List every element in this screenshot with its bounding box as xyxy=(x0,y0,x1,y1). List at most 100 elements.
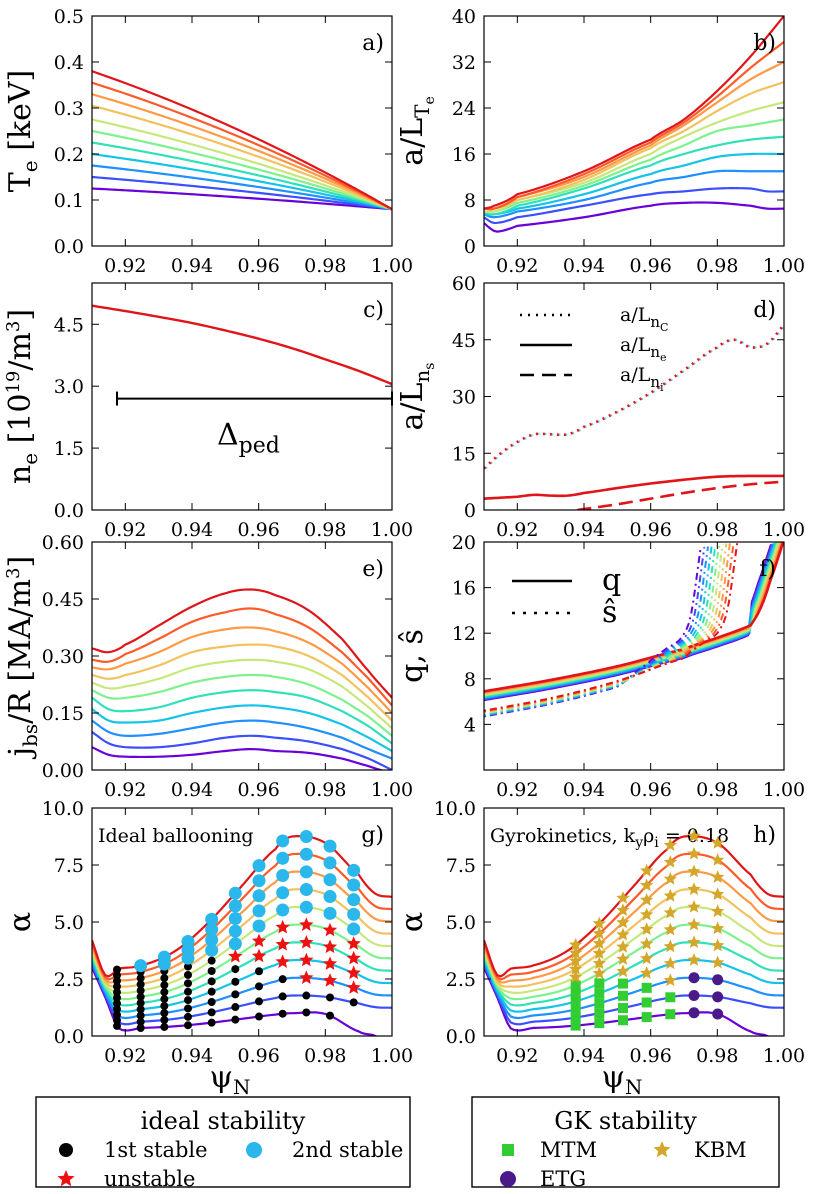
y-tick-label: 0.15 xyxy=(42,703,84,725)
legend-label: KBM xyxy=(694,1138,747,1162)
legend-frame xyxy=(471,1096,780,1188)
marker-1st-stable xyxy=(207,956,216,965)
marker-kbm xyxy=(663,905,677,919)
panel-label: b) xyxy=(753,31,776,56)
marker-2nd-stable xyxy=(228,899,242,913)
alpha-line-7 xyxy=(484,905,784,994)
marker-1st-stable xyxy=(184,962,192,971)
y-axis-label-rest: [10 xyxy=(3,394,38,453)
marker-2nd-stable xyxy=(276,868,290,882)
marker-kbm xyxy=(616,939,630,953)
legend-box-g: ideal stability 1st stable 2nd stable unsta… xyxy=(35,1096,411,1191)
x-tick-label: 0.98 xyxy=(304,255,346,277)
y-axis-label-sup2: 3 xyxy=(3,321,24,332)
plot-area-e xyxy=(92,588,392,770)
y-axis-label-sub2: e xyxy=(422,96,438,104)
legend-text: a/L xyxy=(620,304,651,326)
marker-1st-stable xyxy=(231,1015,240,1024)
shat-line-11 xyxy=(484,542,739,712)
marker-unstable xyxy=(251,948,267,963)
marker-kbm xyxy=(616,927,630,941)
marker-2nd-stable xyxy=(228,886,242,900)
marker-unstable xyxy=(228,948,243,963)
marker-1st-stable xyxy=(231,1003,240,1012)
marker-1st-stable xyxy=(136,980,145,989)
y-tick-label: 0.2 xyxy=(54,144,84,166)
marker-kbm xyxy=(616,952,630,965)
x-tick-label: 0.96 xyxy=(238,519,280,541)
marker-kbm xyxy=(687,829,701,842)
alpha-line-10 xyxy=(484,852,784,981)
marker-mtm xyxy=(641,982,652,993)
marker-mtm xyxy=(665,992,676,1003)
x-tick-label: 0.94 xyxy=(563,519,605,541)
x-tick-label: 0.94 xyxy=(563,255,605,277)
panel-h: 0.92 0.94 0.96 0.98 1.00 0.0 2.5 5.0 7.5 10.0 h) α G… xyxy=(395,798,805,1067)
marker-mtm xyxy=(570,1012,581,1023)
marker-1st-stable xyxy=(184,1012,192,1021)
marker-etg xyxy=(688,989,700,1001)
marker-kbm xyxy=(640,922,654,935)
alpha-line-8 xyxy=(484,888,784,988)
series-line-5 xyxy=(92,141,392,211)
marker-unstable xyxy=(322,973,338,987)
x-tick-label: 1.00 xyxy=(371,255,413,277)
marker-1st-stable xyxy=(207,966,216,975)
marker-2nd-stable xyxy=(252,904,266,918)
y-tick-label: 4.5 xyxy=(54,314,84,336)
x-tick-label: 0.96 xyxy=(630,255,672,277)
marker-unstable xyxy=(346,980,361,994)
plot-area-c xyxy=(92,304,392,386)
marker-1st-stable xyxy=(113,971,121,980)
marker-unstable xyxy=(299,970,314,984)
marker-kbm xyxy=(640,907,654,921)
x-tick-label: 1.00 xyxy=(763,1045,805,1067)
y-tick-label: 24 xyxy=(452,98,476,120)
marker-kbm xyxy=(663,939,677,953)
marker-2nd-stable xyxy=(228,937,242,951)
x-tick-label: 1.00 xyxy=(763,779,805,801)
marker-kbm xyxy=(663,973,677,987)
y-axis-label-main: T xyxy=(3,172,38,192)
marker-1st-stable xyxy=(136,1005,145,1014)
marker-kbm xyxy=(592,956,606,970)
legend-entry-label: a/LnC xyxy=(620,304,668,334)
marker-2nd-stable xyxy=(299,847,313,861)
alpha-line-6 xyxy=(484,923,784,1001)
series-line-a/L_ne xyxy=(484,474,784,500)
series-line-4 xyxy=(92,704,392,752)
x-tick-label: 0.96 xyxy=(630,779,672,801)
series-line-2 xyxy=(92,731,392,770)
marker-1st-stable xyxy=(255,982,263,991)
marker-2nd-stable xyxy=(299,883,313,897)
marker-1st-stable xyxy=(136,1011,145,1020)
marker-etg xyxy=(712,974,724,986)
x-tick-label: 0.98 xyxy=(696,255,738,277)
marker-1st-stable xyxy=(184,987,192,996)
x-tick-label: 0.98 xyxy=(304,519,346,541)
x-axis-label-main: ψ xyxy=(209,1060,233,1095)
plot-area-b xyxy=(484,16,784,233)
panel-title-main: Gyrokinetics, k xyxy=(490,825,636,847)
y-tick-label: 0.3 xyxy=(54,98,84,120)
marker-unstable xyxy=(299,952,314,967)
series-line-6 xyxy=(484,118,784,214)
pedestal-label-sub: ped xyxy=(239,434,280,459)
y-tick-label: 0.1 xyxy=(54,190,84,212)
marker-2nd-stable xyxy=(205,943,219,957)
marker-1st-stable xyxy=(160,1015,169,1024)
y-axis-label-main: n xyxy=(3,465,38,484)
x-tick-label: 0.98 xyxy=(696,779,738,801)
panel-label: d) xyxy=(753,298,776,323)
y-axis-label: Te [keV] xyxy=(3,70,42,192)
y-tick-label: 16 xyxy=(452,144,476,166)
y-axis-label: a/LTe xyxy=(395,96,438,166)
legend-text: a/L xyxy=(620,364,651,386)
marker-kbm xyxy=(663,956,677,970)
series-line-9 xyxy=(92,93,392,211)
y-tick-label: 0.0 xyxy=(54,500,84,522)
alpha-line-4 xyxy=(484,958,784,1013)
marker-1st-stable xyxy=(207,1008,216,1017)
marker-1st-stable xyxy=(255,1012,263,1021)
marker-2nd-stable xyxy=(347,878,361,892)
